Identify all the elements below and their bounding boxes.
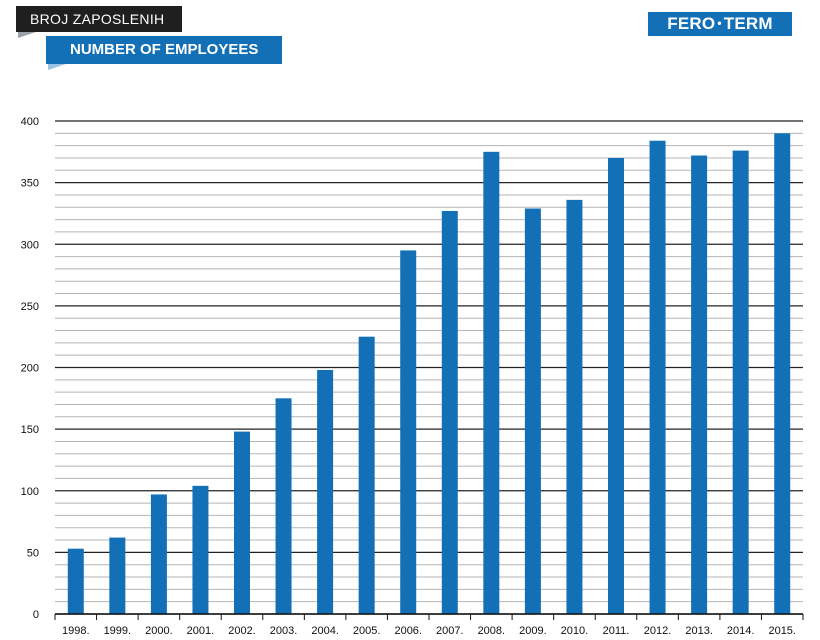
- x-tick-label: 2003.: [270, 625, 298, 637]
- x-tick-label: 2007.: [436, 625, 464, 637]
- x-tick-label: 2002.: [228, 625, 256, 637]
- x-tick-label: 2010.: [561, 625, 589, 637]
- y-tick-label: 250: [21, 301, 39, 313]
- x-tick-label: 1999.: [104, 625, 132, 637]
- x-tick-label: 2013.: [685, 625, 713, 637]
- chart-grid: [55, 120, 803, 615]
- y-tick-label: 50: [27, 547, 39, 559]
- bar: [192, 485, 209, 614]
- x-tick-label: 2004.: [311, 625, 339, 637]
- x-tick-label: 2015.: [768, 625, 796, 637]
- x-tick-label: 2005.: [353, 625, 381, 637]
- y-tick-label: 400: [21, 116, 39, 128]
- bar: [317, 369, 334, 614]
- x-tick-label: 2011.: [603, 625, 630, 637]
- bar: [649, 140, 666, 614]
- header-label-local: BROJ ZAPOSLENIH: [16, 6, 182, 32]
- bar: [150, 494, 167, 614]
- x-tick-label: 2000.: [145, 625, 173, 637]
- x-tick-label: 2012.: [644, 625, 672, 637]
- bar: [234, 431, 250, 614]
- bar: [608, 157, 624, 614]
- header-label-main-tail: [48, 64, 66, 70]
- logo-text-right: TERM: [723, 14, 773, 33]
- bar: [524, 208, 541, 614]
- y-tick-label: 150: [21, 424, 39, 436]
- bar: [441, 210, 458, 614]
- bar: [483, 151, 500, 614]
- chart-bars: [67, 133, 791, 614]
- header-label-main: NUMBER OF EMPLOYEES: [46, 36, 282, 64]
- y-tick-label: 200: [21, 363, 39, 375]
- y-tick-label: 100: [21, 486, 39, 498]
- bar: [732, 150, 749, 614]
- logo-separator: •: [717, 16, 722, 30]
- bar: [691, 155, 708, 614]
- bar: [774, 133, 791, 614]
- bar: [358, 336, 375, 614]
- y-tick-label: 350: [21, 178, 39, 190]
- bar: [400, 250, 417, 614]
- bar: [67, 548, 84, 614]
- x-tick-label: 2001.: [187, 625, 215, 637]
- bar: [566, 199, 583, 614]
- company-logo: FERO • TERM: [648, 12, 792, 36]
- logo-text-left: FERO: [667, 14, 716, 33]
- x-tick-label: 2009.: [519, 625, 547, 637]
- header-label-local-tail: [18, 32, 36, 38]
- y-tick-label: 0: [33, 609, 39, 621]
- bar: [109, 537, 126, 614]
- bar: [275, 398, 292, 614]
- x-tick-label: 2008.: [478, 625, 506, 637]
- x-tick-label: 2014.: [727, 625, 755, 637]
- y-tick-label: 300: [21, 239, 39, 251]
- x-tick-label: 1998.: [62, 625, 90, 637]
- x-tick-label: 2006.: [394, 625, 422, 637]
- chart-axes: 0 50 100 150 200 250 300 350 400 1998. 1999. 2000. 2…: [21, 116, 804, 637]
